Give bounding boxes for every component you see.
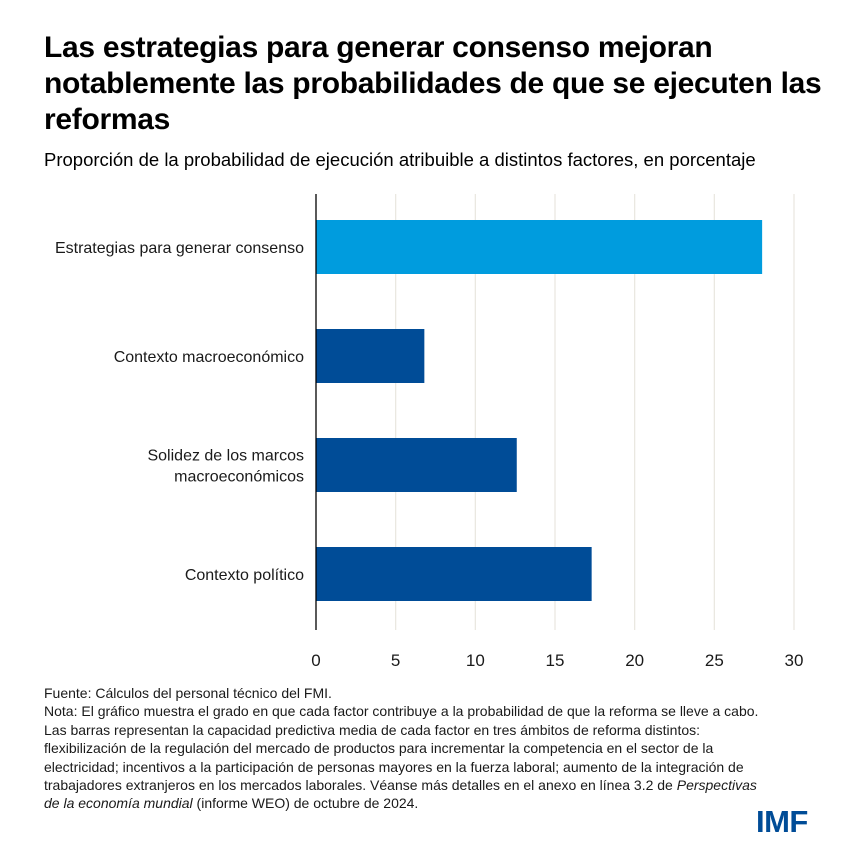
category-label: Estrategias para generar consenso [55,240,304,257]
x-tick-label: 20 [625,651,644,670]
chart-title: Las estrategias para generar consenso me… [44,31,822,136]
imf-logo: IMF [756,804,808,839]
note-text: Nota: El gráfico muestra el grado en que… [44,702,764,812]
bar [316,329,425,383]
category-labels: Estrategias para generar consenso Context… [55,240,304,584]
bar [316,547,592,601]
x-tick-label: 15 [546,651,565,670]
bar-chart: Estrategias para generar consenso Context… [55,194,803,670]
x-tick-label: 5 [391,651,400,670]
category-label: Solidez de los marcos [147,448,304,465]
x-tick-label: 25 [705,651,724,670]
footnote: Fuente: Cálculos del personal técnico de… [44,684,764,813]
note-suffix: (informe WEO) de octubre de 2024. [192,795,419,812]
x-tick-labels: 0 5 10 15 20 25 30 [311,651,803,670]
bar [316,438,517,492]
bars [316,220,763,601]
note-publication-title: Perspectivas de la economía mundial [44,777,757,812]
category-label: Contexto político [185,567,304,584]
bar [316,220,763,274]
note-prefix: Nota: El gráfico muestra el grado en que… [44,703,759,794]
source-note: Fuente: Cálculos del personal técnico de… [44,685,332,701]
category-label: Contexto macroeconómico [114,349,304,366]
x-tick-label: 10 [466,651,485,670]
x-tick-label: 0 [311,651,320,670]
category-label: macroeconómicos [174,469,304,486]
chart-subtitle: Proporción de la probabilidad de ejecuci… [44,149,756,170]
x-tick-label: 30 [785,651,804,670]
